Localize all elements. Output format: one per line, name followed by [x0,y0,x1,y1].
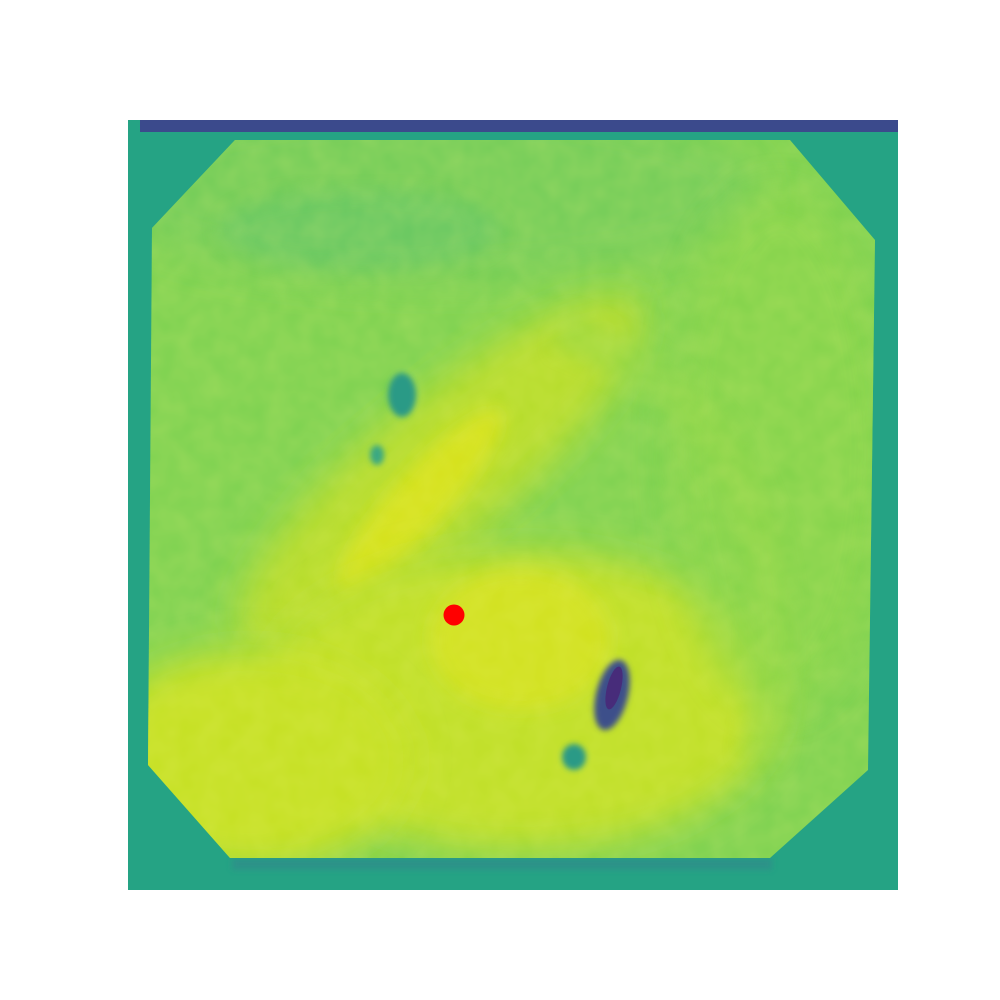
dark-spot-small [370,445,384,465]
dark-spot-upper [388,373,416,417]
dark-spot-lower-core [605,666,623,710]
top-edge-stripe [140,120,898,132]
dark-spot-bottom [562,744,586,770]
bottom-edge-band [232,858,772,870]
marker-dot [443,604,465,626]
heatmap-field [148,140,875,858]
